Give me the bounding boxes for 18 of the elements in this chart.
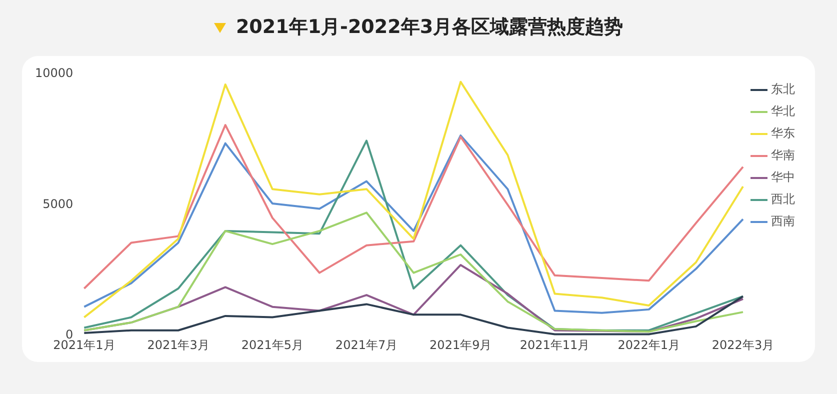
legend-label: 西北 [771, 192, 795, 206]
legend-label: 西南 [771, 214, 795, 228]
chart-title: 2021年1月-2022年3月各区域露营热度趋势 [236, 16, 624, 38]
x-tick-label: 2022年1月 [618, 338, 680, 352]
x-tick-label: 2021年1月 [53, 338, 116, 352]
legend-label: 华中 [771, 170, 795, 184]
x-tick-label: 2021年9月 [430, 338, 492, 352]
x-tick-label: 2021年7月 [335, 338, 398, 352]
y-tick-label: 10000 [34, 66, 74, 80]
legend-label: 华南 [771, 148, 795, 162]
x-tick-label: 2021年3月 [147, 338, 210, 352]
legend-label: 东北 [771, 82, 795, 96]
x-tick-label: 2022年3月 [712, 338, 774, 352]
legend-label: 华东 [771, 126, 795, 140]
y-tick-label: 5000 [42, 196, 74, 211]
x-tick-label: 2021年11月 [520, 338, 590, 352]
x-tick-label: 2021年5月 [241, 338, 304, 352]
legend-label: 华北 [771, 104, 795, 118]
